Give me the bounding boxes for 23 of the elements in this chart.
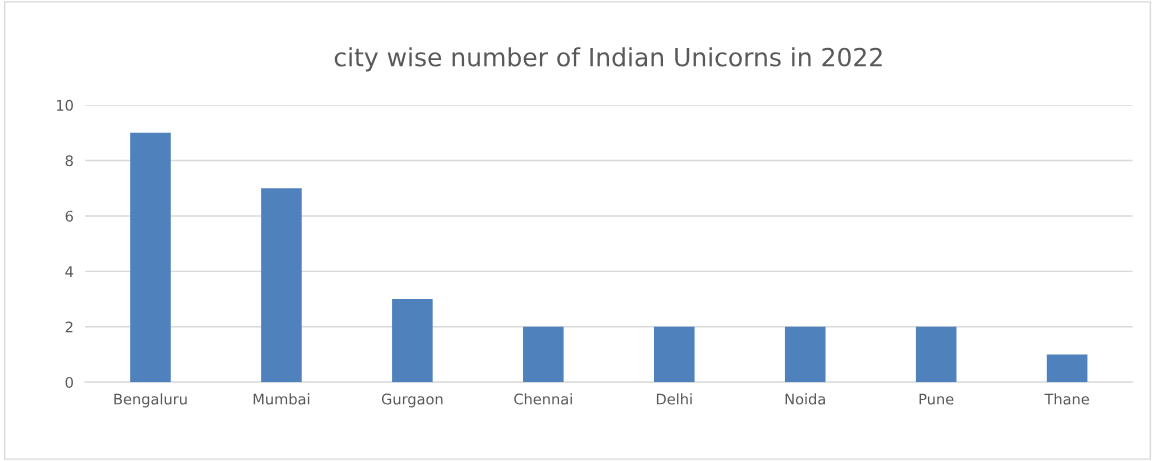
chart-title: city wise number of Indian Unicorns in 2022: [334, 47, 882, 72]
y-tick-label: 4: [65, 266, 74, 277]
y-tick-label: 6: [65, 210, 73, 222]
bar: [130, 132, 171, 383]
x-tick-label: Pune: [919, 393, 954, 405]
y-tick-label: 8: [65, 155, 73, 167]
bar: [1046, 354, 1088, 383]
x-tick-label: Mumbai: [253, 393, 310, 405]
bar: [261, 188, 302, 383]
bar: [653, 326, 695, 383]
x-tick-label: Noida: [785, 393, 825, 405]
y-tick-label: 2: [65, 321, 73, 333]
x-tick-label: Bengaluru: [114, 393, 187, 408]
bar: [915, 326, 957, 383]
bar: [392, 299, 433, 383]
x-tick-label: Delhi: [656, 393, 692, 405]
x-tick-label: Thane: [1044, 393, 1089, 405]
x-tick-label: Chennai: [514, 393, 572, 405]
x-tick-label: Gurgaon: [381, 393, 443, 408]
y-tick-label: 0: [65, 376, 73, 388]
bar: [784, 326, 826, 383]
bar: [523, 326, 564, 383]
y-tick-label: 10: [56, 99, 73, 111]
